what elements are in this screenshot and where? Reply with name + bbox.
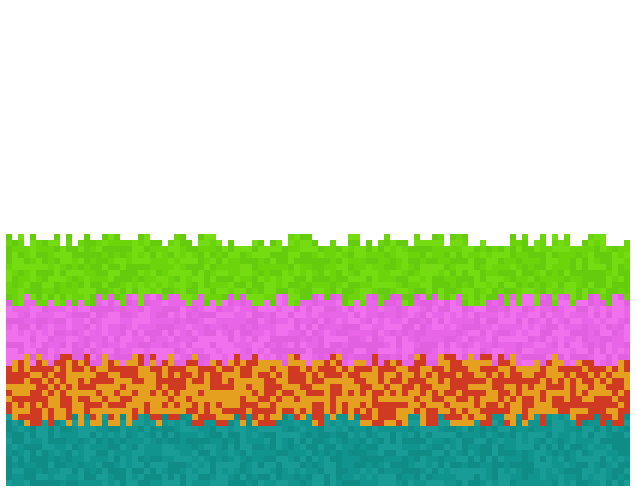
- green-band: [6, 234, 630, 306]
- teal-band: [6, 414, 630, 486]
- red-orange-band: [6, 354, 630, 426]
- magenta-band: [6, 294, 630, 366]
